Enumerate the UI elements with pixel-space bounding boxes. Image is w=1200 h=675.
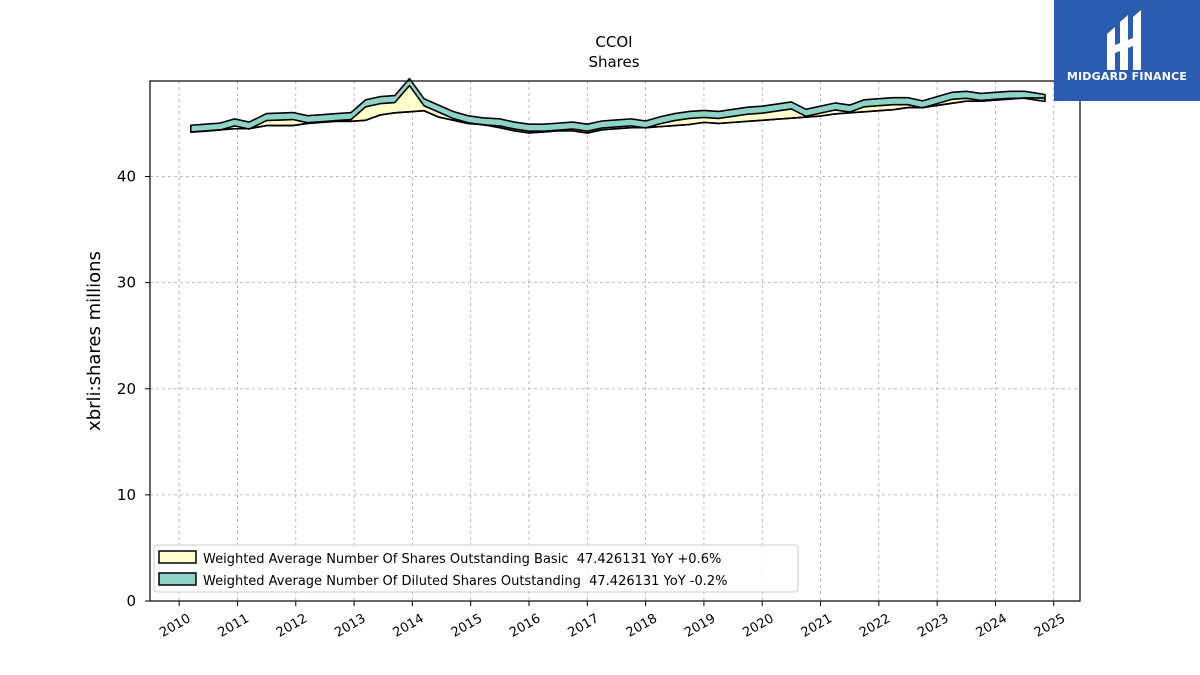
x-tick-label: 2014 [391,611,427,641]
x-tick-label: 2015 [449,611,485,641]
x-tick-label: 2022 [857,611,893,641]
x-tick-label: 2010 [157,611,193,641]
series-area-diluted [190,77,1046,134]
chart-title: CCOI [595,33,632,51]
legend-label-diluted: Weighted Average Number Of Diluted Share… [203,574,728,589]
logo-text: MIDGARD FINANCE [1066,70,1188,83]
x-tick-label: 2023 [915,611,951,641]
x-tick-label: 2020 [740,611,776,641]
legend: Weighted Average Number Of Shares Outsta… [153,544,799,593]
y-tick-label: 0 [126,592,136,610]
x-tick-label: 2013 [332,611,368,641]
legend-swatch-diluted [158,572,197,586]
x-tick-label: 2021 [799,611,835,641]
series-line-basic [190,97,1046,134]
x-tick-label: 2018 [624,611,660,641]
x-tick-label: 2017 [565,611,601,641]
x-tick-label: 2019 [682,611,718,641]
x-tick-label: 2024 [974,611,1010,641]
x-tick-label: 2011 [216,611,252,641]
y-tick-label: 40 [117,168,136,186]
x-tick-label: 2012 [274,611,310,641]
legend-label-basic: Weighted Average Number Of Shares Outsta… [203,552,721,567]
logo-mark-icon [1107,10,1141,70]
y-tick-label: 20 [117,380,136,398]
midgard-finance-logo: MIDGARD FINANCE [1054,0,1200,101]
legend-swatch-basic [158,550,197,564]
plot-frame [149,80,1081,602]
legend-box [153,544,799,593]
x-tick-label: 2016 [507,611,543,641]
y-axis-label: xbrli:shares millions [84,251,105,431]
y-tick-label: 30 [117,274,136,292]
x-tick-label: 2025 [1032,611,1068,641]
chart-subtitle: Shares [588,53,639,71]
y-tick-label: 10 [117,486,136,504]
